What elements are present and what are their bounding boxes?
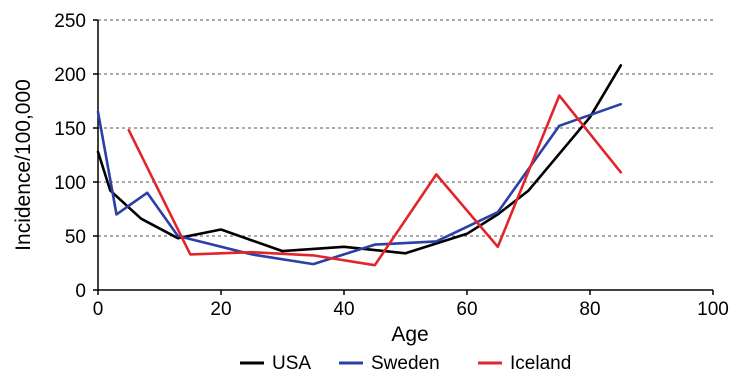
y-tick-label: 250 <box>54 11 86 32</box>
legend-item-sweden: Sweden <box>339 353 440 374</box>
grid <box>98 19 713 237</box>
legend-item-usa: USA <box>240 353 311 374</box>
y-axis-title: Incidence/100,000 <box>12 79 35 251</box>
series-lines <box>96 64 623 267</box>
legend-label: USA <box>272 353 311 374</box>
x-tick-label: 20 <box>210 299 231 320</box>
legend-item-iceland: Iceland <box>478 353 571 374</box>
legend-label: Iceland <box>510 353 571 374</box>
series-line-usa <box>96 64 623 255</box>
y-tick-label: 200 <box>54 65 86 86</box>
y-tick-label: 150 <box>54 119 86 140</box>
x-tick-label: 100 <box>697 299 729 320</box>
x-tick-label: 80 <box>579 299 600 320</box>
series-line-iceland <box>127 94 623 267</box>
x-tick-label: 60 <box>456 299 477 320</box>
y-tick-label: 0 <box>75 281 86 302</box>
x-axis-title: Age <box>391 323 428 346</box>
legend: USA Sweden Iceland <box>240 353 571 374</box>
legend-label: Sweden <box>371 353 440 374</box>
x-tick-label: 40 <box>333 299 354 320</box>
series-line-sweden <box>96 102 623 266</box>
y-tick-label: 50 <box>65 227 86 248</box>
x-tick-label: 0 <box>93 299 104 320</box>
tick-labels: 0 50 100 150 200 250 0 20 40 60 80 100 <box>54 11 729 320</box>
y-tick-label: 100 <box>54 173 86 194</box>
